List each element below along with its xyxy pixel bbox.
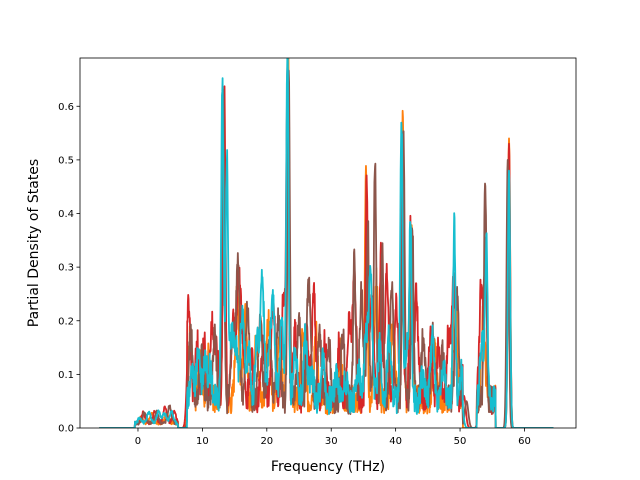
y-tick-label-6: 0.6 xyxy=(58,102,74,113)
series-layer xyxy=(98,58,555,428)
x-tick-label-6: 60 xyxy=(518,436,531,447)
x-tick-label-0: 0 xyxy=(135,436,141,447)
plot-area xyxy=(80,58,576,428)
y-tick-label-3: 0.3 xyxy=(58,263,74,274)
y-tick-label-0: 0.0 xyxy=(58,424,74,435)
x-tick-label-3: 30 xyxy=(325,436,338,447)
y-tick-label-1: 0.1 xyxy=(58,370,74,381)
x-tick-label-1: 10 xyxy=(196,436,209,447)
x-tick-label-4: 40 xyxy=(389,436,402,447)
series-line-3 xyxy=(98,58,555,428)
plot-frame xyxy=(79,57,577,429)
y-tick-label-4: 0.4 xyxy=(58,209,74,220)
y-axis-ticks: 0.0 0.1 0.2 0.3 0.4 0.5 0.6 xyxy=(58,102,80,435)
x-tick-label-5: 50 xyxy=(454,436,467,447)
y-axis-label: Partial Density of States xyxy=(26,159,42,327)
y-tick-label-5: 0.5 xyxy=(58,155,74,166)
x-axis-ticks: 0 10 20 30 40 50 60 xyxy=(135,428,531,447)
y-tick-label-2: 0.2 xyxy=(58,316,74,327)
x-tick-label-2: 20 xyxy=(260,436,273,447)
x-axis-label: Frequency (THz) xyxy=(271,459,385,475)
